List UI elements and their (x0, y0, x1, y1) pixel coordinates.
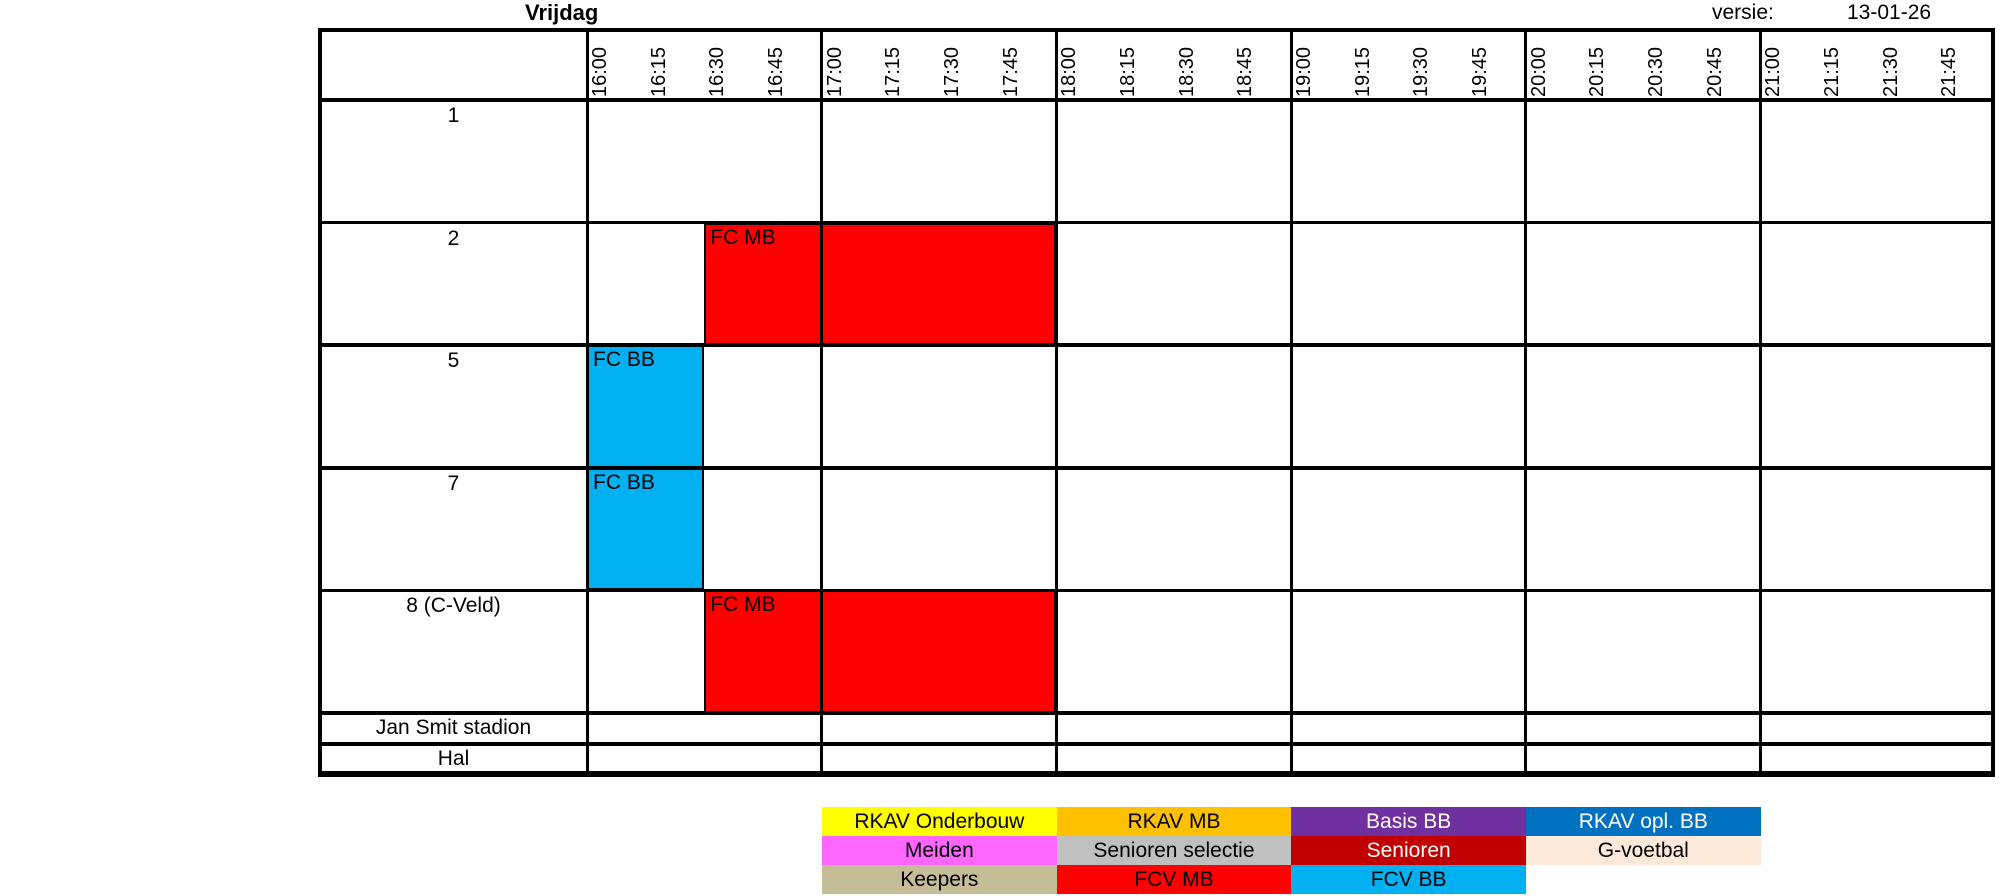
table-outer-border (318, 28, 1995, 775)
legend-cell: Senioren selectie (1056, 836, 1292, 866)
legend-cell: RKAV MB (1056, 807, 1292, 837)
legend-cell: RKAV opl. BB (1526, 807, 1761, 837)
legend-cell: RKAV Onderbouw (822, 807, 1057, 837)
time-label: 17:00 (823, 46, 846, 97)
schedule-block: FC MB (704, 222, 1057, 346)
row-label: 7 (447, 471, 460, 495)
legend-cell: Basis BB (1291, 807, 1526, 837)
row-separator-line (318, 588, 1995, 593)
time-label: 21:30 (1879, 46, 1902, 97)
time-label: 16:15 (647, 46, 670, 97)
versie-value: 13-01-26 (1847, 1, 1932, 24)
schedule-block: FC BB (587, 467, 705, 591)
hour-boundary-line (1524, 28, 1528, 775)
time-label: 16:00 (589, 46, 611, 97)
row-separator-line (318, 711, 1995, 715)
time-label: 17:15 (882, 46, 905, 97)
time-label: 16:45 (765, 46, 787, 97)
label-column-line (585, 28, 589, 775)
row-separator-line (318, 466, 1995, 470)
legend-cell: FCV BB (1291, 865, 1526, 895)
time-label: 18:15 (1117, 46, 1139, 97)
schedule-table: FC MB FC BB FC BB FC MB 16:00 16:15 16:30 16:45… (318, 28, 1995, 777)
row-label: 8 (C-Veld) (406, 594, 501, 618)
time-label: 17:30 (941, 46, 963, 97)
time-label: 21:00 (1762, 46, 1785, 97)
row-separator-line (318, 773, 1995, 777)
time-label: 18:45 (1234, 46, 1257, 97)
row-separator-line (318, 742, 1995, 746)
time-label: 19:15 (1351, 46, 1374, 97)
hour-boundary-line (1289, 28, 1293, 775)
legend-cell: Keepers (822, 865, 1057, 895)
time-label: 20:15 (1586, 46, 1609, 97)
time-label: 19:45 (1469, 46, 1491, 97)
row-label: Jan Smit stadion (375, 716, 532, 739)
schedule-block: FC MB (704, 590, 1057, 713)
time-label: 20:45 (1703, 46, 1726, 97)
time-label: 21:15 (1821, 46, 1843, 97)
time-label: 18:00 (1058, 46, 1081, 97)
page-title: Vrijdag (525, 0, 599, 25)
legend-cell: FCV MB (1056, 865, 1292, 895)
time-label: 16:30 (706, 46, 729, 97)
row-label: 5 (447, 349, 460, 373)
legend-cell: Senioren (1291, 836, 1526, 866)
time-label: 19:00 (1293, 46, 1315, 97)
row-separator-line (318, 343, 1995, 347)
legend-cell: G-voetbal (1526, 836, 1761, 866)
time-label: 18:30 (1175, 46, 1198, 97)
row-label: 1 (447, 104, 460, 127)
hour-boundary-line (820, 28, 824, 775)
row-label: Hal (437, 747, 470, 770)
hour-boundary-line (1054, 28, 1058, 775)
row-label: 2 (447, 226, 460, 250)
time-label: 19:30 (1410, 46, 1433, 97)
versie-label: versie: (1712, 1, 1774, 24)
time-label: 20:00 (1527, 46, 1550, 97)
time-label: 17:45 (999, 46, 1022, 97)
row-separator-line (318, 98, 1995, 102)
legend-cell: Meiden (822, 836, 1057, 866)
schedule-block: FC BB (587, 345, 705, 468)
time-label: 20:30 (1645, 46, 1667, 97)
row-separator-line (318, 220, 1995, 225)
time-label: 21:45 (1938, 46, 1961, 97)
hour-boundary-line (1758, 28, 1762, 775)
